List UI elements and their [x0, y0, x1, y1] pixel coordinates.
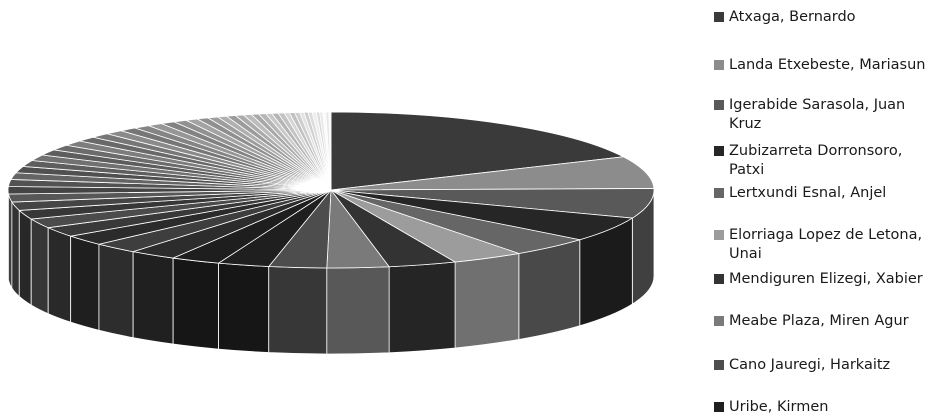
legend-item: Lertxundi Esnal, Anjel — [714, 184, 931, 203]
legend-swatch — [714, 360, 724, 370]
legend-swatch — [714, 60, 724, 70]
legend: Atxaga, Bernardo Landa Etxebeste, Mariasu… — [714, 0, 931, 416]
pie-slice-side-11 — [173, 258, 218, 349]
pie-slice-side-9 — [269, 267, 327, 354]
pie-slice-side-16 — [31, 219, 48, 314]
legend-label: Uribe, Kirmen — [714, 398, 931, 417]
legend-label: Igerabide Sarasola, Juan Kruz — [714, 96, 931, 134]
pie-chart-area — [0, 0, 700, 416]
legend-item: Zubizarreta Dorronsoro, Patxi — [714, 142, 931, 180]
legend-label: Cano Jauregi, Harkaitz — [714, 356, 931, 375]
pie-slice-side-13 — [99, 244, 133, 337]
pie-slice-side-17 — [19, 210, 31, 305]
legend-item: Atxaga, Bernardo — [714, 8, 931, 27]
legend-item: Meabe Plaza, Miren Agur — [714, 312, 931, 331]
legend-label: Mendiguren Elizegi, Xabier — [714, 270, 931, 289]
legend-swatch — [714, 146, 724, 156]
legend-item: Mendiguren Elizegi, Xabier — [714, 270, 931, 289]
pie-slice-side-5 — [519, 240, 580, 340]
pie-slice-side-18 — [12, 202, 19, 296]
pie-slice-side-6 — [455, 253, 519, 348]
pie-slice-side-10 — [219, 263, 269, 352]
legend-swatch — [714, 188, 724, 198]
pie-slice-side-7 — [389, 262, 455, 353]
legend-swatch — [714, 402, 724, 412]
legend-swatch — [714, 12, 724, 22]
pie-slice-side-19 — [8, 194, 11, 288]
legend-swatch — [714, 274, 724, 284]
legend-item: Cano Jauregi, Harkaitz — [714, 356, 931, 375]
pie-chart — [0, 0, 700, 416]
legend-label: Zubizarreta Dorronsoro, Patxi — [714, 142, 931, 180]
legend-label: Meabe Plaza, Miren Agur — [714, 312, 931, 331]
legend-label: Landa Etxebeste, Mariasun — [714, 56, 931, 75]
legend-swatch — [714, 230, 724, 240]
legend-label: Atxaga, Bernardo — [714, 8, 931, 27]
legend-item: Uribe, Kirmen — [714, 398, 931, 417]
legend-item: Igerabide Sarasola, Juan Kruz — [714, 96, 931, 134]
legend-item: Elorriaga Lopez de Letona, Unai — [714, 226, 931, 264]
legend-label: Lertxundi Esnal, Anjel — [714, 184, 931, 203]
legend-swatch — [714, 316, 724, 326]
pie-slice-side-8 — [327, 267, 389, 354]
pie-slice-side-15 — [48, 228, 70, 322]
pie-slice-side-12 — [133, 252, 173, 344]
pie-top-faces — [8, 112, 654, 268]
pie-slice-side-14 — [71, 236, 99, 330]
legend-label: Elorriaga Lopez de Letona, Unai — [714, 226, 931, 264]
legend-swatch — [714, 100, 724, 110]
legend-item: Landa Etxebeste, Mariasun — [714, 56, 931, 75]
